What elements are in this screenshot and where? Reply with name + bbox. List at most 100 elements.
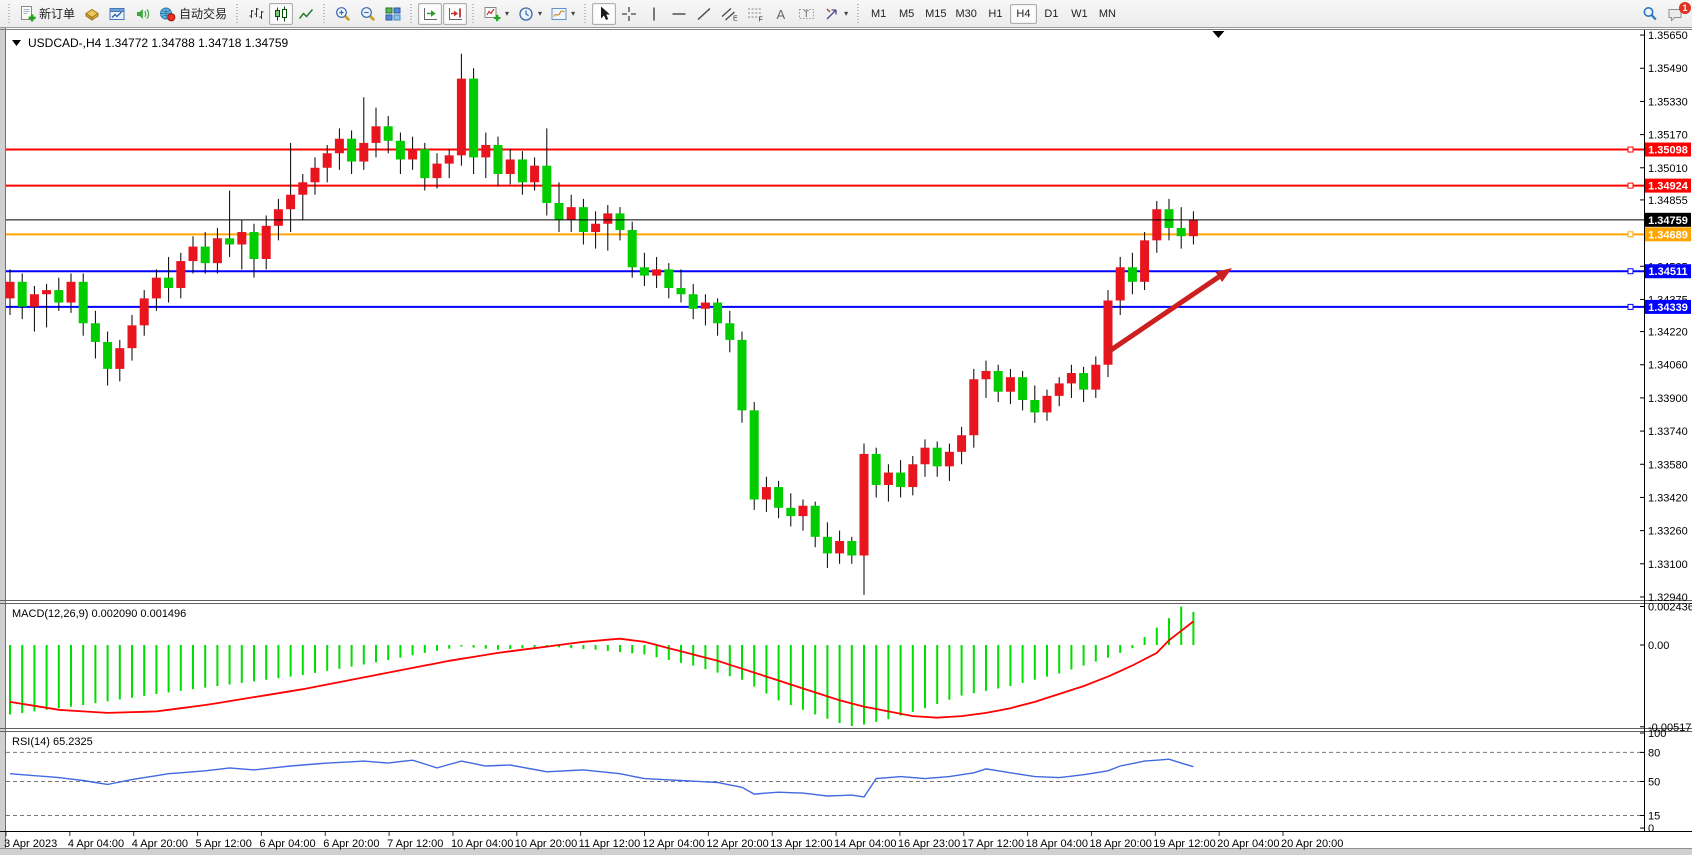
timeframe-button-h1[interactable]: H1 bbox=[988, 7, 1003, 20]
toolbar-grip[interactable] bbox=[321, 3, 329, 24]
chat-button[interactable]: 1 bbox=[1663, 1, 1691, 25]
horizontal-line-tool-button[interactable] bbox=[667, 3, 691, 25]
hline-1.35098[interactable] bbox=[6, 146, 1644, 153]
price-badge-1.34924: 1.34924 bbox=[1645, 178, 1691, 193]
text-tool-button[interactable]: A bbox=[769, 3, 793, 25]
market-watch-button[interactable] bbox=[80, 3, 104, 25]
toolbar-grip[interactable] bbox=[408, 3, 416, 24]
timeframe-button-w1[interactable]: W1 bbox=[1071, 7, 1088, 20]
tile-windows-button[interactable] bbox=[381, 3, 405, 25]
svg-text:1.34220: 1.34220 bbox=[1648, 327, 1688, 339]
timeframe-button-m5[interactable]: M5 bbox=[898, 7, 915, 20]
chart-canvas[interactable]: USDCAD-,H4 1.34772 1.34788 1.34718 1.347… bbox=[0, 28, 1692, 855]
svg-text:F: F bbox=[759, 16, 763, 22]
crosshair-icon bbox=[622, 6, 637, 21]
zoom-out-icon bbox=[361, 6, 376, 21]
autotrade-button[interactable]: 自动交易 bbox=[155, 3, 231, 25]
svg-text:18 Apr 04:00: 18 Apr 04:00 bbox=[1026, 838, 1088, 850]
hline-1.34924[interactable] bbox=[6, 182, 1644, 189]
svg-text:1.35330: 1.35330 bbox=[1648, 96, 1688, 108]
new-order-button[interactable]: 新订单 bbox=[16, 3, 79, 25]
svg-text:-0.005177: -0.005177 bbox=[1648, 722, 1692, 734]
toolbar-grip[interactable] bbox=[234, 3, 242, 24]
new-order-label: 新订单 bbox=[39, 7, 76, 21]
indicators-button[interactable]: ▾ bbox=[480, 3, 513, 25]
svg-text:0.00: 0.00 bbox=[1648, 640, 1669, 652]
search-icon bbox=[1643, 6, 1657, 20]
svg-text:15: 15 bbox=[1648, 810, 1660, 822]
new-order-icon bbox=[21, 5, 36, 21]
chart-window-icon bbox=[109, 7, 125, 20]
periods-button[interactable]: ▾ bbox=[514, 3, 546, 25]
hline-1.34511[interactable] bbox=[6, 268, 1644, 275]
vertical-line-tool-button[interactable] bbox=[642, 3, 666, 25]
svg-text:1.33900: 1.33900 bbox=[1648, 393, 1688, 405]
candlestick-series bbox=[5, 53, 1198, 595]
svg-text:17 Apr 12:00: 17 Apr 12:00 bbox=[962, 838, 1024, 850]
toolbar-grip[interactable] bbox=[582, 3, 590, 24]
svg-text:7 Apr 12:00: 7 Apr 12:00 bbox=[387, 838, 443, 850]
channel-tool-button[interactable]: E bbox=[717, 3, 742, 25]
indicators-icon bbox=[484, 6, 501, 21]
svg-text:1.34060: 1.34060 bbox=[1648, 360, 1688, 372]
timeframe-button-h4[interactable]: H4 bbox=[1009, 3, 1037, 24]
fibonacci-tool-button[interactable]: F bbox=[743, 3, 768, 25]
svg-text:12 Apr 20:00: 12 Apr 20:00 bbox=[706, 838, 768, 850]
search-button[interactable] bbox=[1638, 3, 1662, 25]
price-axis[interactable]: 1.35650 1.35490 1.35330 1.35170 1.35010 1.348… bbox=[1640, 30, 1692, 835]
svg-text:1.33420: 1.33420 bbox=[1648, 492, 1688, 504]
svg-text:E: E bbox=[733, 15, 738, 22]
line-chart-button[interactable] bbox=[294, 3, 318, 25]
line-chart-icon bbox=[298, 8, 314, 19]
timeframe-button-m15[interactable]: M15 bbox=[925, 7, 947, 20]
hline-1.34339[interactable] bbox=[6, 303, 1644, 310]
text-label-icon: T bbox=[799, 8, 815, 19]
timeframe-button-d1[interactable]: D1 bbox=[1044, 7, 1059, 20]
rsi-panel: RSI(14) 65.2325 bbox=[6, 736, 1644, 816]
toolbar-grip[interactable] bbox=[855, 3, 863, 24]
cursor-tool-button[interactable] bbox=[592, 2, 617, 25]
hline-1.34689[interactable] bbox=[6, 231, 1644, 238]
zoom-in-button[interactable] bbox=[331, 3, 355, 25]
toolbar-grip[interactable] bbox=[6, 3, 13, 24]
price-badge-1.34339: 1.34339 bbox=[1645, 299, 1691, 314]
svg-text:6 Apr 20:00: 6 Apr 20:00 bbox=[323, 838, 379, 850]
timeframe-button-mn[interactable]: MN bbox=[1098, 7, 1116, 20]
toolbar-grip[interactable] bbox=[470, 3, 478, 24]
gold-box-icon bbox=[85, 8, 99, 21]
svg-text:20 Apr 04:00: 20 Apr 04:00 bbox=[1217, 838, 1279, 850]
price-badge-1.34759: 1.34759 bbox=[1645, 212, 1691, 227]
svg-text:3 Apr 2023: 3 Apr 2023 bbox=[4, 838, 57, 850]
svg-text:0: 0 bbox=[1648, 823, 1654, 835]
svg-text:1.34339: 1.34339 bbox=[1648, 302, 1688, 314]
trend-arrow[interactable] bbox=[1106, 268, 1232, 355]
chart-window-button[interactable] bbox=[105, 3, 129, 25]
svg-text:1.34759: 1.34759 bbox=[1648, 215, 1688, 227]
arrows-tool-button[interactable]: ▾ bbox=[820, 3, 852, 25]
templates-button[interactable]: ▾ bbox=[547, 3, 579, 25]
timeframe-button-m30[interactable]: M30 bbox=[955, 7, 977, 20]
svg-text:1.33100: 1.33100 bbox=[1648, 559, 1688, 571]
svg-text:A: A bbox=[777, 7, 786, 22]
trendline-tool-button[interactable] bbox=[692, 3, 716, 25]
candlestick-chart-button[interactable] bbox=[269, 2, 294, 25]
periods-caret-icon: ▾ bbox=[538, 9, 543, 18]
text-label-tool-button[interactable]: T bbox=[794, 3, 819, 25]
bar-chart-button[interactable] bbox=[244, 3, 268, 25]
svg-text:10 Apr 04:00: 10 Apr 04:00 bbox=[451, 838, 513, 850]
timeframe-button-m1[interactable]: M1 bbox=[870, 7, 887, 20]
svg-text:12 Apr 04:00: 12 Apr 04:00 bbox=[643, 838, 705, 850]
svg-text:14 Apr 04:00: 14 Apr 04:00 bbox=[834, 838, 896, 850]
clock-icon bbox=[519, 6, 533, 21]
time-axis[interactable]: 3 Apr 2023 4 Apr 04:00 4 Apr 20:00 5 Apr 12… bbox=[0, 831, 1692, 851]
cursor-icon bbox=[601, 6, 611, 20]
shift-marker-icon[interactable] bbox=[1212, 31, 1225, 38]
signals-button[interactable] bbox=[130, 3, 154, 25]
crosshair-tool-button[interactable] bbox=[617, 3, 641, 25]
symbol-dropdown-icon[interactable] bbox=[12, 40, 21, 46]
chart-shift-button[interactable] bbox=[443, 2, 468, 25]
svg-text:1.33260: 1.33260 bbox=[1648, 526, 1688, 538]
auto-scroll-button[interactable] bbox=[418, 2, 443, 25]
zoom-out-button[interactable] bbox=[356, 3, 380, 25]
